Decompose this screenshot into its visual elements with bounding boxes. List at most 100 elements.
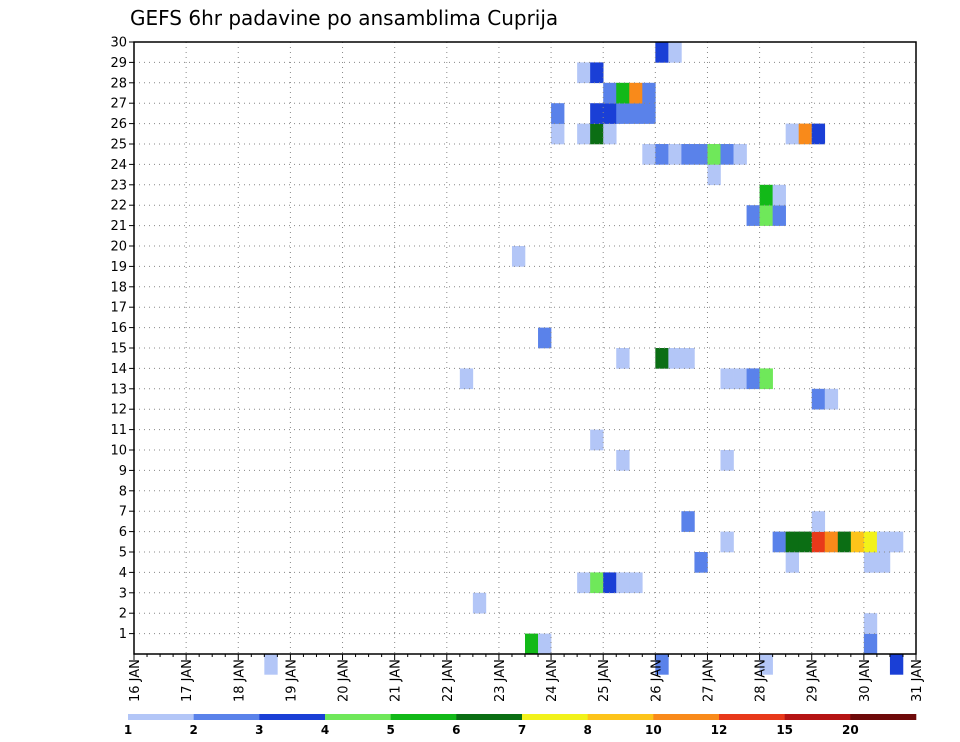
heatmap-cell [759, 654, 773, 675]
heatmap-cell [551, 123, 565, 145]
heatmap-cell [772, 531, 786, 553]
heatmap-cell [746, 205, 760, 226]
heatmap-cell [538, 327, 552, 349]
heatmap-cell [720, 450, 734, 471]
heatmap-cell [759, 184, 773, 206]
heatmap-cell [590, 572, 604, 594]
colorbar-swatch [193, 714, 260, 720]
heatmap-cell [616, 348, 630, 369]
y-tick-label: 11 [110, 423, 127, 438]
heatmap-cell [642, 82, 656, 104]
y-tick-label: 30 [110, 36, 127, 51]
heatmap-cell [720, 144, 734, 165]
colorbar-label: 4 [321, 723, 329, 737]
heatmap-cell [668, 348, 682, 369]
heatmap-cell [759, 368, 773, 390]
colorbar-label: 20 [842, 723, 859, 737]
heatmap-cell [863, 633, 878, 655]
y-tick-label: 3 [119, 586, 127, 601]
x-tick-label: 16 JAN [128, 659, 143, 702]
heatmap-cell [668, 42, 682, 63]
heatmap-cell [733, 368, 747, 390]
heatmap-cell [511, 246, 526, 267]
y-tick-label: 16 [110, 321, 127, 336]
heatmap-cell [824, 531, 839, 553]
heatmap-cell [863, 613, 878, 634]
heatmap-cell [577, 123, 591, 145]
heatmap-cell [590, 429, 604, 451]
heatmap-cell [603, 103, 617, 124]
y-tick-label: 15 [110, 342, 127, 357]
heatmap-cell [590, 62, 604, 84]
heatmap-cell [707, 144, 721, 165]
heatmap-cell [538, 633, 552, 655]
heatmap-cell [811, 388, 826, 410]
y-tick-label: 20 [110, 240, 127, 255]
heatmap-cell [603, 82, 617, 104]
heatmap-cell [472, 592, 487, 614]
colorbar-label: 6 [452, 723, 460, 737]
heatmap-cell [863, 531, 878, 553]
heatmap-cell [889, 531, 904, 553]
heatmap-cell [811, 123, 826, 145]
heatmap-cell [603, 123, 617, 145]
colorbar-swatch [522, 714, 588, 720]
x-tick-label: 19 JAN [284, 659, 299, 702]
heatmap-cell [798, 123, 813, 145]
x-tick-label: 23 JAN [493, 659, 508, 702]
colorbar-swatch [850, 714, 917, 720]
x-tick-label: 27 JAN [701, 659, 716, 702]
y-tick-label: 17 [110, 301, 127, 316]
y-tick-label: 22 [110, 199, 127, 214]
colorbar-swatch [259, 714, 326, 720]
colorbar-label: 3 [255, 723, 263, 737]
heatmap-cell [655, 42, 669, 63]
colorbar-swatch [784, 714, 851, 720]
x-tick-label: 20 JAN [337, 659, 352, 702]
heatmap-cell [707, 164, 721, 186]
x-tick-label: 30 JAN [858, 659, 873, 702]
heatmap-cell [629, 572, 643, 594]
heatmap-cell [655, 348, 669, 369]
colorbar-label: 5 [386, 723, 394, 737]
y-tick-label: 9 [119, 464, 127, 479]
heatmap-cell [551, 103, 565, 124]
heatmap-cell [681, 144, 695, 165]
x-tick-label: 29 JAN [806, 659, 821, 702]
y-tick-label: 23 [110, 178, 127, 193]
heatmap-cell [642, 103, 656, 124]
y-tick-label: 24 [110, 158, 127, 173]
y-tick-label: 4 [119, 566, 127, 581]
y-tick-label: 25 [110, 138, 127, 153]
colorbar-label: 1 [124, 723, 132, 737]
heatmap-cell [772, 184, 786, 206]
heatmap-cell [616, 450, 630, 471]
heatmap-cell [720, 531, 734, 553]
heatmap-cell [798, 531, 813, 553]
heatmap-cell [629, 82, 643, 104]
y-tick-label: 28 [110, 76, 127, 91]
x-tick-label: 24 JAN [545, 659, 560, 702]
y-tick-label: 1 [119, 627, 127, 642]
y-tick-label: 2 [119, 607, 127, 622]
colorbar-label: 12 [711, 723, 728, 737]
y-tick-label: 6 [119, 525, 127, 540]
colorbar-swatch [325, 714, 391, 720]
heatmap-cell [863, 552, 878, 573]
x-tick-label: 17 JAN [180, 659, 195, 702]
colorbar-label: 7 [518, 723, 526, 737]
x-tick-label: 26 JAN [649, 659, 664, 702]
heatmap-cell [733, 144, 747, 165]
heatmap-cell [876, 531, 891, 553]
y-tick-label: 8 [119, 484, 127, 499]
heatmap-cell [785, 552, 799, 573]
heatmap-cell [889, 654, 904, 675]
x-tick-label: 25 JAN [597, 659, 612, 702]
heatmap-cell [772, 205, 786, 226]
heatmap-cell [655, 654, 669, 675]
chart-title: GEFS 6hr padavine po ansamblima Cuprija [130, 6, 559, 30]
y-tick-label: 18 [110, 280, 127, 295]
y-tick-label: 12 [110, 403, 127, 418]
heatmap-cell [746, 368, 760, 390]
